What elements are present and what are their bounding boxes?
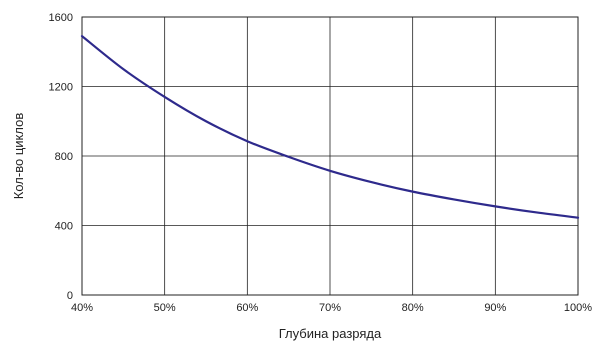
x-tick-label: 70%	[319, 302, 341, 314]
x-tick-label: 50%	[154, 302, 176, 314]
y-tick-label: 1600	[49, 12, 73, 24]
series-layer	[80, 35, 580, 219]
series-line	[80, 35, 580, 219]
tick-labels: 40% 50% 60% 70% 80% 90% 100% 0 400 800 1200 1600	[49, 12, 593, 314]
y-tick-label: 800	[55, 151, 73, 163]
grid-lines	[82, 17, 578, 295]
y-tick-label: 1200	[49, 82, 73, 94]
y-tick-label: 0	[67, 290, 73, 302]
y-tick-label: 400	[55, 221, 73, 233]
x-tick-label: 80%	[402, 302, 424, 314]
x-tick-label: 60%	[236, 302, 258, 314]
x-tick-label: 100%	[564, 302, 592, 314]
x-axis-title: Глубина разряда	[279, 326, 382, 341]
x-tick-label: 90%	[484, 302, 506, 314]
x-tick-label: 40%	[71, 302, 93, 314]
y-axis-title: Кол-во циклов	[11, 113, 26, 200]
